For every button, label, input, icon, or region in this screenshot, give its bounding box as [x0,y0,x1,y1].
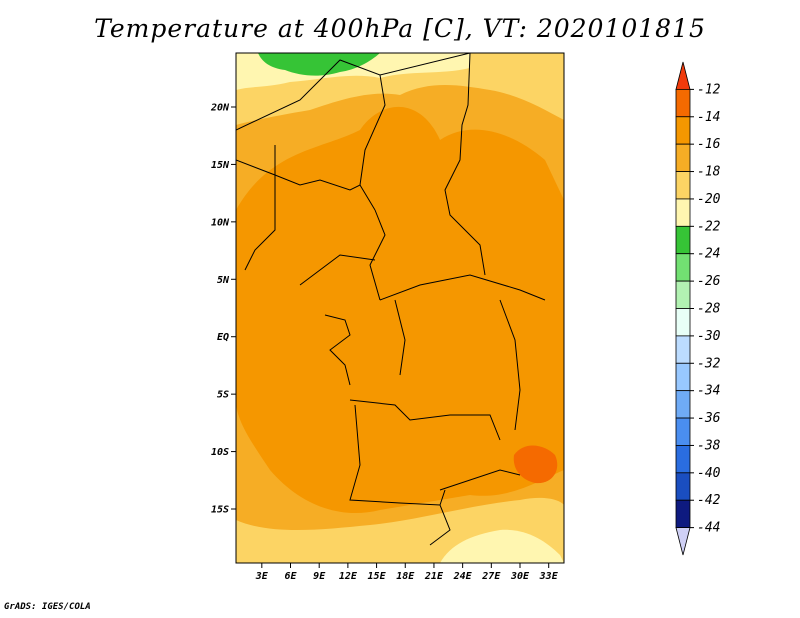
x-tick-label: 12E [339,571,358,582]
colorbar-swatch [675,472,691,501]
border-line [499,299,521,431]
colorbar-swatch [675,116,691,145]
x-tick-label: 30E [510,571,530,582]
x-tick-label: 27E [481,571,501,582]
x-tick-label: 6E [284,571,297,582]
colorbar-label: -36 [697,411,721,426]
colorbar-label: -22 [697,219,721,234]
field-south-pale [440,529,564,563]
x-tick-label: 18E [396,571,415,582]
colorbar-swatch [675,143,691,172]
colorbar: -12 -14 -16 -18 -20 -22 -24 -26 -28 -30 -32 -34 -36 -… [675,61,721,556]
colorbar-swatch [675,335,691,364]
colorbar-swatch [675,171,691,200]
colorbar-label: -16 [697,137,721,152]
colorbar-swatch [675,280,691,309]
colorbar-swatch [675,390,691,419]
colorbar-label: -14 [697,110,720,125]
colorbar-label: -24 [697,247,720,262]
colorbar-label: -26 [697,274,721,289]
colorbar-label: -20 [697,192,721,207]
temperature-field [236,53,564,563]
border-line [324,314,351,386]
y-axis: 20N 15N 10N 5N EQ 5S 10S 15S [210,102,236,516]
chart-title: Temperature at 400hPa [C], VT: 202010181… [94,14,706,43]
x-axis: 3E 6E 9E 12E 15E 18E 21E 24E 27E 30E 33E [255,563,559,582]
country-borders [236,53,546,546]
border-line [429,504,451,546]
y-tick-label: 5N [217,275,230,286]
x-tick-label: 9E [313,571,326,582]
colorbar-swatch [675,253,691,282]
colorbar-swatch [675,527,691,556]
colorbar-label: -40 [697,466,721,481]
colorbar-label: -12 [697,82,721,97]
x-tick-label: 15E [368,571,387,582]
colorbar-swatch [675,362,691,392]
field-central-band [236,106,564,514]
colorbar-swatch [675,61,691,90]
colorbar-swatch [675,198,691,227]
colorbar-swatch [675,88,691,118]
field-north-green [258,53,380,76]
colorbar-swatch [675,417,691,446]
y-tick-label: 15N [211,160,230,171]
colorbar-label: -30 [697,329,721,344]
x-tick-label: 33E [539,571,559,582]
colorbar-swatch [675,308,691,337]
x-tick-label: 3E [255,571,269,582]
border-line [349,399,501,441]
colorbar-label: -28 [697,302,721,317]
y-tick-label: 10S [211,447,229,458]
field-warm-core [513,445,558,484]
border-line [379,274,546,301]
border-line [244,145,276,271]
y-tick-label: 20N [210,102,230,113]
y-tick-label: EQ [217,332,229,343]
colorbar-label: -38 [697,438,721,453]
border-line [349,404,446,506]
border-line [299,254,376,286]
y-tick-label: 10N [211,217,230,228]
border-line [444,53,486,276]
y-tick-label: 15S [211,505,229,516]
colorbar-label: -34 [697,384,720,399]
colorbar-label: -42 [697,493,721,508]
x-tick-label: 24E [453,571,473,582]
border-line [359,74,386,186]
border-line [236,53,471,131]
colorbar-label: -18 [697,165,721,180]
colorbar-swatch [675,445,691,474]
border-line [394,299,406,376]
colorbar-label: -44 [697,521,720,536]
colorbar-swatch [675,499,691,529]
colorbar-swatch [675,225,691,255]
border-line [439,469,521,491]
grads-credit: GrADS: IGES/COLA [4,602,91,612]
y-tick-label: 5S [217,390,229,401]
x-tick-label: 21E [424,571,444,582]
colorbar-label: -32 [697,356,721,371]
border-line [369,209,386,301]
map-frame [235,52,565,564]
